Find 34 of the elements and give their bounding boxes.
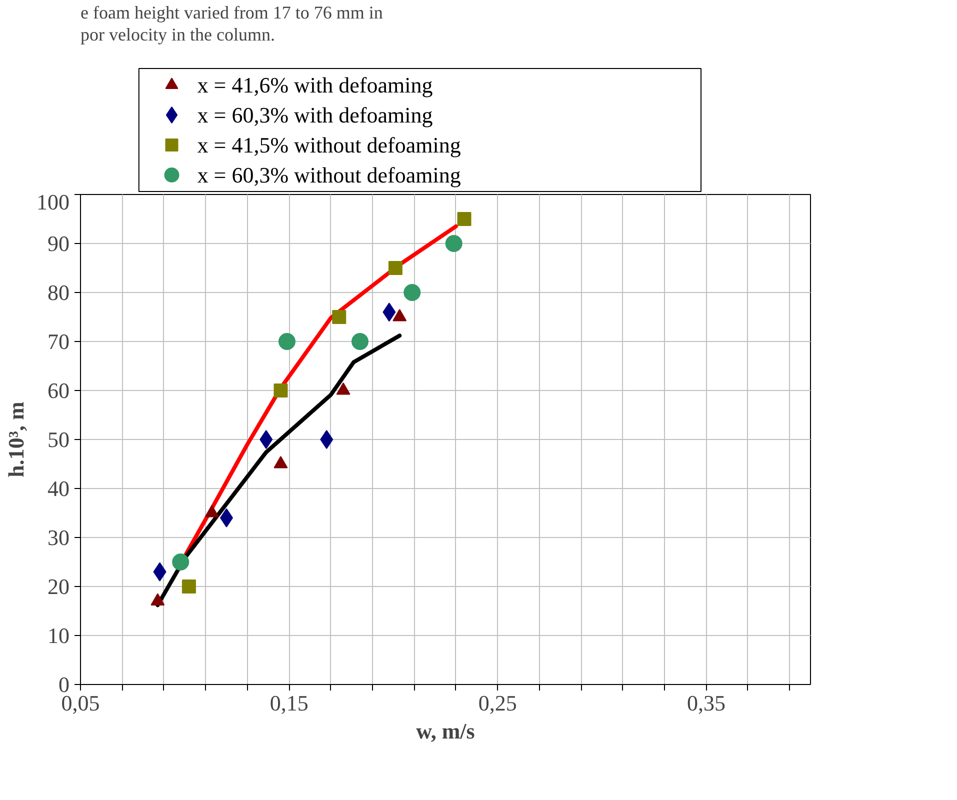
point: [332, 310, 346, 324]
y-tick-label: 50: [48, 427, 70, 452]
y-tick-label: 90: [48, 231, 70, 256]
y-axis-title: h.10³, m: [4, 402, 28, 478]
y-tick-label: 0: [58, 672, 70, 697]
point: [445, 235, 462, 252]
y-tick-label: 100: [36, 190, 70, 214]
point: [274, 384, 288, 398]
y-tick-label: 10: [48, 623, 70, 648]
x-tick-label: 0,15: [270, 690, 308, 716]
y-tick-label: 40: [48, 476, 70, 501]
x-tick-label: 0,25: [478, 690, 517, 716]
point: [388, 261, 402, 275]
point: [320, 430, 334, 449]
point: [172, 554, 190, 570]
legend-label: x = 60,3% without defoaming: [197, 162, 461, 188]
point: [182, 580, 196, 594]
legend-label: x = 41,5% without defoaming: [197, 132, 461, 158]
y-tick-label: 80: [48, 280, 70, 305]
legend-label: x = 60,3% with defoaming: [197, 102, 433, 128]
x-tick-label: 0,35: [686, 690, 726, 716]
point: [404, 284, 421, 301]
y-tick-label: 60: [48, 378, 70, 403]
point: [260, 430, 273, 449]
y-tick-label: 20: [48, 574, 70, 599]
y-tick-label: 70: [48, 329, 70, 354]
text: e foam height varied from 17 to 76 mm in: [80, 2, 383, 22]
legend-label: x = 41,6% with defoaming: [197, 72, 433, 98]
point: [278, 333, 296, 350]
point: [351, 333, 368, 350]
point: [457, 212, 472, 226]
y-tick-label: 30: [48, 525, 70, 550]
x-axis-title: w, m/s: [416, 718, 476, 744]
text: por velocity in the column.: [80, 24, 275, 44]
